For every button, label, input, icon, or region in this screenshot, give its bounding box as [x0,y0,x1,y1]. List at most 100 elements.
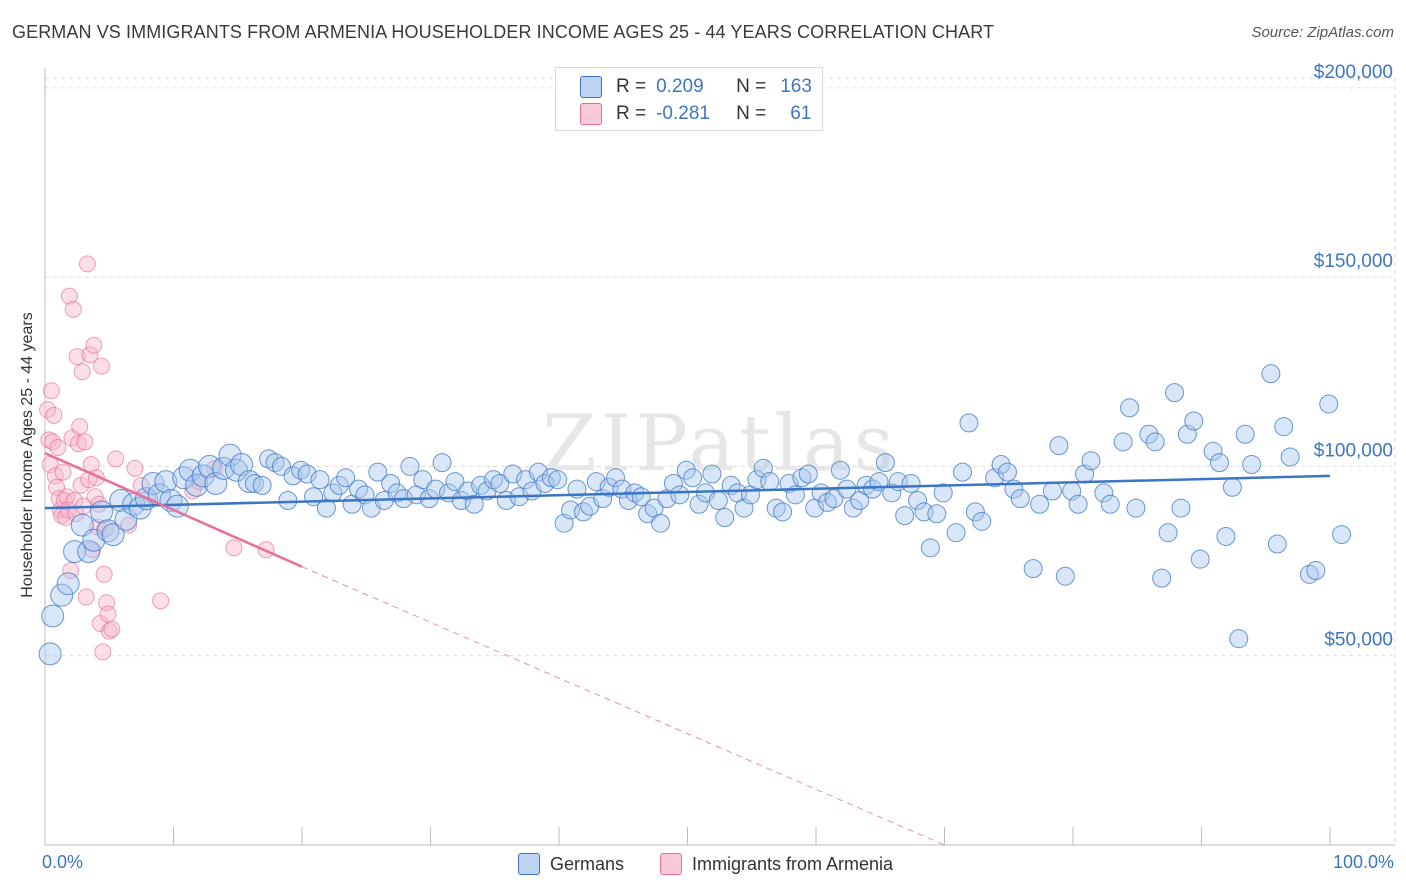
legend-n-label: N = [736,103,767,124]
germans-point-21 [172,466,196,490]
germans-point-100 [683,468,703,488]
armenia-trend-line [44,452,303,568]
x-tick-label-max: 100.0% [1332,852,1394,872]
armenia-point-33 [81,346,99,364]
germans-point-172 [1190,549,1210,569]
legend-r-value: 0.209 [656,76,704,97]
armenia-point-17 [60,287,78,305]
germans-point-118 [798,464,818,484]
germans-point-127 [856,475,876,495]
germans-point-143 [965,502,985,522]
germans-point-104 [708,491,728,510]
germans-point-38 [283,466,303,486]
germans-point-7 [82,528,106,552]
germans-point-3 [56,572,80,596]
germans-point-22 [178,458,202,482]
germans-point-169 [1171,498,1191,518]
germans-point-186 [1319,394,1339,414]
germans-point-149 [1010,489,1030,509]
germans-point-30 [230,453,254,477]
germans-point-101 [689,494,709,514]
armenia-point-40 [90,495,108,513]
germans-point-45 [329,475,349,495]
germans-point-105 [715,508,735,528]
germans-point-53 [381,473,401,493]
bottom-legend-swatch-pink [660,853,682,875]
germans-point-166 [1152,568,1172,588]
armenia-point-24 [69,435,87,453]
armenia-point-43 [94,643,112,661]
x-tick-label-min: 0.0% [42,852,84,872]
germans-point-151 [1030,494,1050,514]
germans-point-168 [1165,383,1185,403]
germans-point-78 [541,468,561,488]
germans-point-159 [1094,483,1114,503]
germans-point-12 [114,507,138,531]
armenia-point-23 [68,348,86,366]
germans-point-165 [1145,432,1165,452]
armenia-point-51 [120,516,138,534]
germans-point-131 [882,483,902,503]
germans-point-128 [863,479,883,499]
germans-point-179 [1242,455,1262,475]
germans-point-134 [901,473,921,493]
germans-point-158 [1081,451,1101,471]
armenia-point-52 [126,459,144,477]
legend-n-label: N = [736,76,767,97]
germans-point-156 [1068,494,1088,514]
germans-point-141 [952,462,972,482]
armenia-point-27 [73,363,91,381]
germans-point-177 [1229,629,1249,649]
germans-point-42 [310,470,330,490]
germans-point-184 [1299,564,1319,584]
legend-n-value: 163 [780,76,812,97]
germans-point-56 [400,456,420,476]
armenia-point-42 [93,357,111,375]
germans-point-125 [843,498,863,518]
y-tick-label-50000: $50,000 [1324,630,1393,651]
germans-point-10 [101,523,125,547]
germans-point-146 [991,455,1011,475]
germans-point-90 [618,491,638,510]
armenia-point-55 [152,592,170,610]
series-armenia-points [39,255,275,661]
germans-point-98 [670,485,690,505]
legend-swatch-blue [580,76,602,98]
germans-point-46 [336,468,356,488]
germans-point-26 [204,471,228,495]
germans-point-183 [1280,447,1300,467]
germans-point-28 [218,443,242,467]
germans-point-135 [908,491,928,510]
armenia-point-48 [100,622,118,640]
legend-r-label: R = [616,76,647,97]
germans-point-176 [1222,477,1242,497]
germans-point-181 [1267,534,1287,554]
germans-point-18 [154,470,178,494]
germans-trend-line [44,474,1331,510]
legend-r-value: -0.281 [656,103,710,124]
germans-point-171 [1184,411,1204,431]
bottom-legend-label-germans: Germans [550,853,625,874]
germans-point-70 [490,473,510,493]
germans-point-27 [212,456,236,480]
germans-point-123 [830,460,850,480]
germans-point-1 [41,604,65,628]
germans-point-187 [1332,525,1352,545]
source-label: Source: ZipAtlas.com [1251,24,1394,41]
germans-point-178 [1235,424,1255,444]
germans-point-79 [548,470,568,490]
armenia-point-44 [95,565,113,583]
y-tick-label-200000: $200,000 [1314,62,1393,83]
germans-point-76 [528,462,548,482]
germans-point-39 [291,460,311,480]
armenia-point-0 [39,401,57,419]
chart-title: GERMAN VS IMMIGRANTS FROM ARMENIA HOUSEH… [12,22,995,42]
germans-point-103 [702,464,722,484]
germans-point-88 [606,468,626,488]
germans-point-85 [586,472,606,492]
y-tick-label-100000: $100,000 [1314,440,1393,461]
germans-point-130 [875,453,895,473]
germans-point-35 [265,453,285,473]
germans-point-150 [1023,559,1043,579]
germans-point-114 [773,502,793,522]
